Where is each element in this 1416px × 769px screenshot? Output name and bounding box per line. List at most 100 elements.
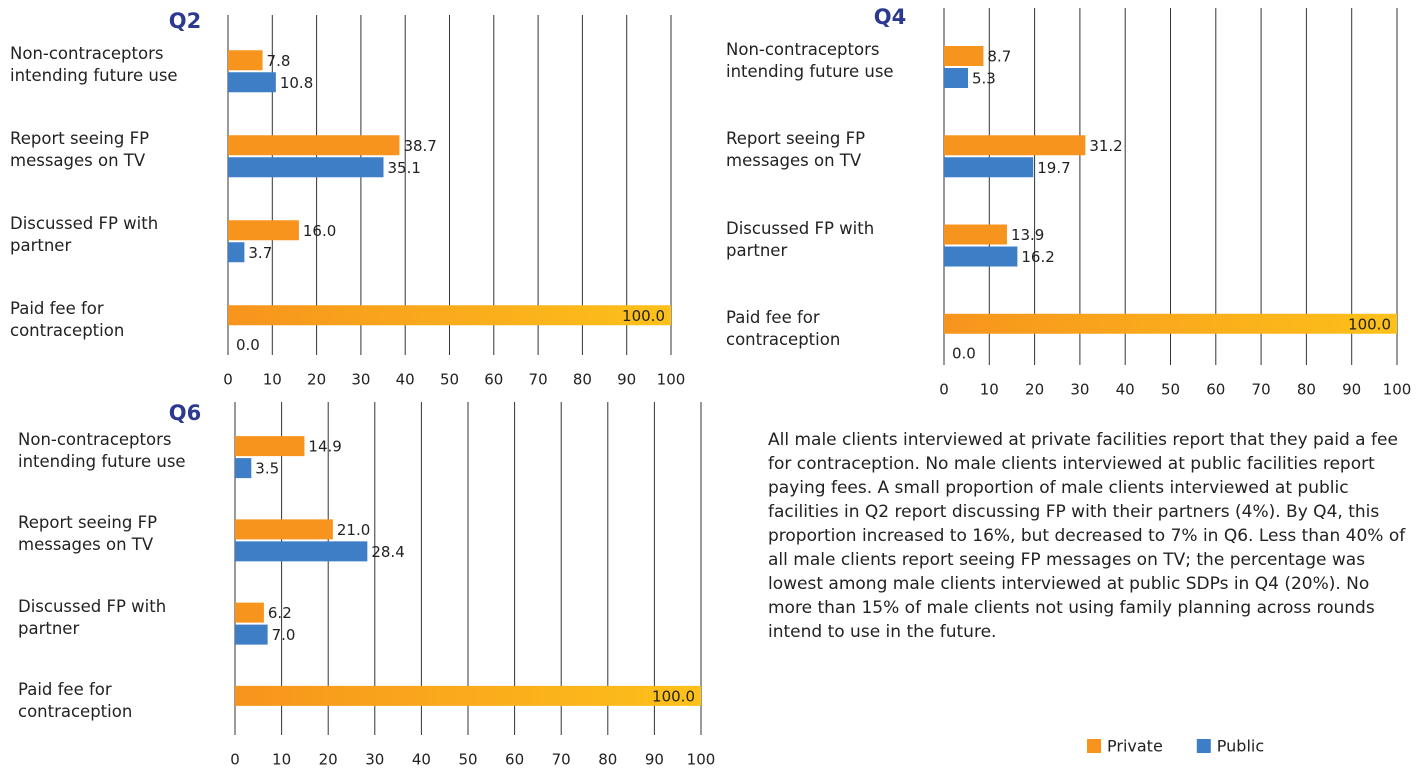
category-label: Paid fee for contraception: [10, 299, 125, 341]
chart-title: Q2: [169, 9, 201, 33]
x-tick-label: 0: [230, 751, 240, 769]
x-tick-label: 10: [263, 371, 282, 389]
description: All male clients interviewed at private …: [768, 430, 1406, 642]
value-label: 100.0: [622, 307, 665, 325]
value-label: 100.0: [652, 687, 695, 705]
x-tick-label: 100: [657, 371, 686, 389]
x-tick-label: 60: [505, 751, 524, 769]
value-label: 38.7: [403, 137, 436, 155]
category-label: Report seeing FP messages on TV: [10, 129, 150, 171]
category-label: Report seeing FP messages on TV: [18, 513, 157, 554]
category-text: Discussed FP with partner: [18, 596, 167, 638]
category-text: Report seeing FP messages on TV: [726, 129, 866, 171]
bar: [944, 224, 1007, 245]
x-tick-label: 40: [396, 371, 415, 389]
value-label: 13.9: [1011, 226, 1044, 244]
x-tick-label: 0: [223, 371, 233, 389]
value-label: 3.7: [248, 244, 272, 262]
category-text: Non-contraceptors intending future use: [726, 40, 894, 81]
bar: [228, 50, 263, 71]
category-label: Report seeing FP messages on TV: [726, 129, 866, 171]
x-tick-label: 50: [440, 371, 459, 389]
bar: [944, 313, 1397, 334]
category-text: Discussed FP with partner: [10, 214, 159, 256]
value-label: 7.8: [267, 52, 291, 70]
category-text: Non-contraceptors intending future use: [18, 430, 186, 472]
x-tick-label: 20: [307, 371, 326, 389]
category-text: Non-contraceptors intending future use: [10, 44, 178, 86]
x-tick-label: 30: [351, 371, 370, 389]
value-label: 28.4: [371, 543, 404, 561]
value-label: 3.5: [255, 460, 279, 478]
x-tick-label: 10: [980, 381, 999, 399]
bar: [944, 246, 1018, 267]
category-label: Non-contraceptors intending future use: [726, 40, 894, 81]
x-tick-label: 30: [1070, 381, 1089, 399]
category-label: Discussed FP with partner: [10, 214, 159, 256]
x-tick-label: 90: [617, 371, 636, 389]
bar: [235, 624, 268, 645]
value-label: 7.0: [272, 626, 296, 644]
x-tick-label: 40: [1116, 381, 1135, 399]
category-label: Paid fee for contraception: [18, 679, 133, 721]
legend-swatch: [1196, 739, 1211, 753]
bar: [235, 541, 368, 562]
value-label: 100.0: [1348, 315, 1391, 333]
chart-title: Q4: [874, 5, 906, 29]
legend-label: Public: [1217, 737, 1264, 756]
bar: [944, 68, 969, 89]
value-label: 16.0: [303, 222, 336, 240]
value-label: 8.7: [987, 48, 1011, 66]
legend-swatch: [1087, 739, 1101, 753]
bar: [944, 135, 1086, 156]
x-tick-label: 90: [645, 751, 664, 769]
value-label: 0.0: [952, 344, 976, 362]
x-tick-label: 50: [458, 751, 477, 769]
category-text: Report seeing FP messages on TV: [10, 129, 150, 171]
bar: [228, 220, 299, 241]
value-label: 14.9: [308, 438, 341, 456]
x-tick-label: 70: [552, 751, 571, 769]
category-text: Paid fee for contraception: [18, 679, 133, 721]
bar: [235, 436, 305, 457]
bar: [944, 157, 1034, 178]
bar: [235, 519, 333, 540]
x-tick-label: 100: [687, 751, 716, 769]
value-label: 31.2: [1089, 137, 1122, 155]
chart-title: Q6: [169, 401, 201, 425]
value-label: 10.8: [280, 74, 313, 92]
bar: [228, 242, 245, 263]
category-label: Paid fee for contraception: [726, 307, 841, 349]
x-tick-label: 20: [1025, 381, 1044, 399]
value-label: 6.2: [268, 604, 292, 622]
category-label: Discussed FP with partner: [726, 218, 875, 260]
category-label: Discussed FP with partner: [18, 596, 167, 638]
value-label: 0.0: [236, 336, 260, 354]
category-text: Paid fee for contraception: [10, 299, 125, 341]
bar: [228, 72, 276, 93]
value-label: 5.3: [972, 70, 996, 88]
x-tick-label: 50: [1161, 381, 1180, 399]
category-label: Non-contraceptors intending future use: [18, 430, 186, 472]
category-text: Discussed FP with partner: [726, 218, 875, 260]
x-tick-label: 60: [484, 371, 503, 389]
x-tick-label: 70: [529, 371, 548, 389]
category-label: Non-contraceptors intending future use: [10, 44, 178, 86]
bar: [228, 135, 400, 156]
value-label: 16.2: [1021, 248, 1054, 266]
x-tick-label: 80: [573, 371, 592, 389]
x-tick-label: 90: [1342, 381, 1361, 399]
value-label: 35.1: [387, 159, 420, 177]
bar: [235, 602, 264, 623]
x-tick-label: 70: [1252, 381, 1271, 399]
x-tick-label: 20: [319, 751, 338, 769]
x-tick-label: 80: [598, 751, 617, 769]
category-text: Paid fee for contraception: [726, 307, 841, 349]
x-tick-label: 30: [365, 751, 384, 769]
bar: [235, 685, 701, 706]
bar: [228, 157, 384, 178]
legend-label: Private: [1107, 737, 1163, 756]
x-tick-label: 100: [1383, 381, 1412, 399]
